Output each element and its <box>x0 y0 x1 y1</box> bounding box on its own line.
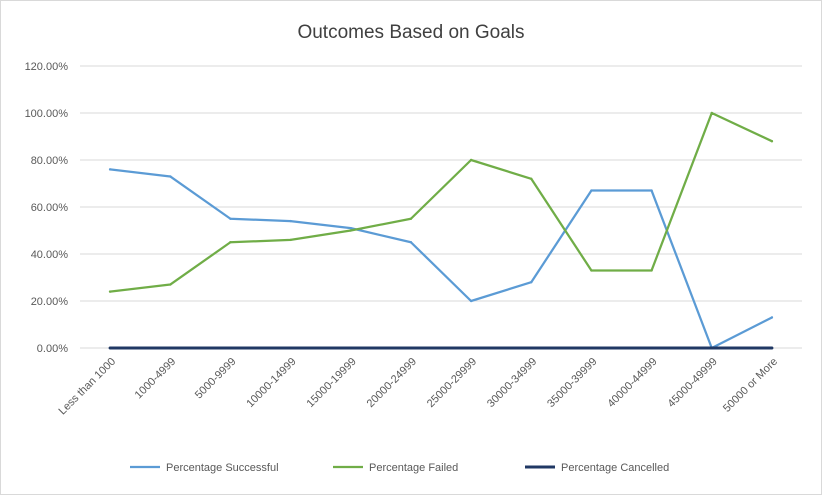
x-tick-label: 5000-9999 <box>193 356 239 402</box>
data-point <box>469 158 473 162</box>
data-point <box>650 346 653 350</box>
data-point <box>349 346 352 350</box>
legend-label: Percentage Failed <box>369 462 458 474</box>
data-point <box>289 219 292 223</box>
data-point <box>409 241 413 244</box>
data-point <box>409 217 413 220</box>
data-point <box>108 290 112 293</box>
y-tick-label: 0.00% <box>37 343 68 355</box>
data-point <box>108 168 112 171</box>
data-point <box>409 346 413 350</box>
x-tick-label: 50000 or More <box>721 356 780 415</box>
data-point <box>169 175 172 178</box>
y-tick-label: 60.00% <box>31 202 69 214</box>
x-tick-label: 45000-49999 <box>666 356 720 410</box>
data-point <box>289 346 292 350</box>
data-point <box>229 241 232 244</box>
x-axis-ticks: Less than 1000 1000-4999 5000-9999 10000-14… <box>57 356 781 418</box>
legend: Percentage Successful Percentage Failed Pe… <box>130 462 669 474</box>
x-tick-label: 20000-24999 <box>365 356 419 410</box>
data-point <box>530 281 533 284</box>
data-point <box>650 269 653 272</box>
series-line-percentage-successful <box>108 168 774 350</box>
legend-item: Percentage Successful <box>130 462 279 474</box>
data-point <box>229 346 232 350</box>
data-point <box>530 346 533 350</box>
series-lines <box>108 111 774 350</box>
series-line-percentage-failed <box>108 111 774 293</box>
gridlines <box>80 65 802 349</box>
data-point <box>289 238 292 242</box>
data-point <box>469 299 473 303</box>
x-tick-label: 30000-34999 <box>485 356 539 410</box>
y-axis-ticks: 0.00% 20.00% 40.00% 60.00% 80.00% 100.00% 120.… <box>25 61 69 355</box>
data-point <box>770 346 774 350</box>
x-tick-label: 10000-14999 <box>244 356 298 410</box>
data-point <box>169 283 172 286</box>
data-point <box>590 346 593 350</box>
y-tick-label: 80.00% <box>31 155 69 167</box>
data-point <box>590 189 593 192</box>
legend-item: Percentage Failed <box>333 462 458 474</box>
y-tick-label: 120.00% <box>25 61 69 73</box>
data-point <box>469 346 473 350</box>
legend-item: Percentage Cancelled <box>525 462 669 474</box>
data-point <box>169 346 172 350</box>
x-tick-label: 15000-19999 <box>305 356 359 410</box>
y-tick-label: 20.00% <box>31 296 69 308</box>
y-tick-label: 100.00% <box>25 108 69 120</box>
x-tick-label: 1000-4999 <box>133 356 179 402</box>
legend-label: Percentage Successful <box>166 462 279 474</box>
data-point <box>349 229 352 232</box>
data-point <box>710 111 713 115</box>
data-point <box>590 269 593 272</box>
x-tick-label: 40000-44999 <box>605 356 659 410</box>
x-tick-label: 25000-29999 <box>425 356 479 410</box>
data-point <box>770 140 774 143</box>
x-tick-label: Less than 1000 <box>57 356 119 418</box>
data-point <box>530 177 533 180</box>
x-tick-label: 35000-39999 <box>545 356 599 410</box>
legend-label: Percentage Cancelled <box>561 462 669 474</box>
data-point <box>650 189 653 192</box>
data-point <box>770 316 774 319</box>
chart-title: Outcomes Based on Goals <box>297 22 524 43</box>
data-point <box>349 226 352 230</box>
data-point <box>229 217 232 220</box>
data-point <box>108 346 112 350</box>
data-point <box>710 346 713 350</box>
y-tick-label: 40.00% <box>31 249 69 261</box>
